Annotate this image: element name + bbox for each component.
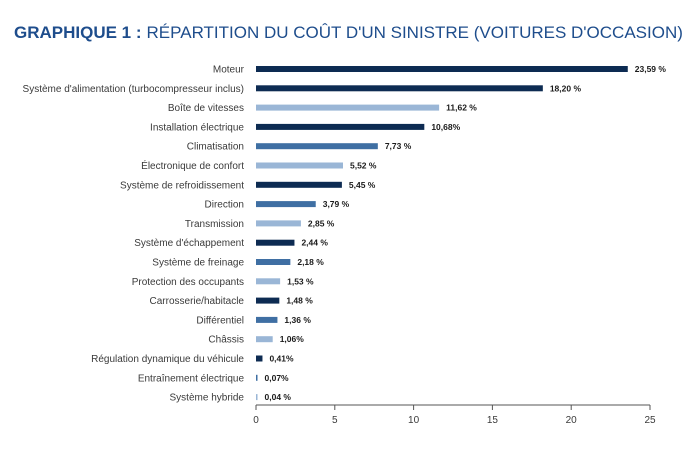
chart-title-text: RÉPARTITION DU COÛT D'UN SINISTRE (VOITU… bbox=[147, 23, 683, 42]
category-label-6: Système de refroidissement bbox=[120, 180, 244, 191]
category-label-17: Système hybride bbox=[170, 393, 245, 404]
value-label-0: 23,59 % bbox=[635, 64, 667, 74]
x-tick-label-4: 20 bbox=[566, 415, 578, 426]
bar-0 bbox=[256, 66, 628, 72]
value-labels: 23,59 % 18,20 % 11,62 % 10,68% 7,73 % 5,52 % 5… bbox=[265, 64, 667, 402]
value-label-4: 7,73 % bbox=[385, 141, 412, 151]
bar-3 bbox=[256, 123, 425, 130]
value-label-15: 0,41% bbox=[269, 354, 294, 364]
category-label-1: Système d'alimentation (turbocompresseur… bbox=[23, 84, 244, 95]
category-label-7: Direction bbox=[205, 200, 244, 211]
category-label-16: Entraînement électrique bbox=[138, 373, 245, 384]
bar-9 bbox=[256, 239, 295, 246]
bar-1 bbox=[256, 85, 543, 92]
category-label-10: Système de freinage bbox=[152, 258, 244, 269]
category-label-11: Protection des occupants bbox=[132, 277, 244, 288]
value-label-1: 18,20 % bbox=[550, 83, 582, 93]
value-label-17: 0,04 % bbox=[265, 392, 292, 402]
bar-14 bbox=[256, 336, 273, 343]
value-label-2: 11,62 % bbox=[446, 103, 477, 113]
bar-17 bbox=[256, 394, 258, 401]
category-label-12: Carrosserie/habitacle bbox=[150, 296, 245, 307]
value-label-6: 5,45 % bbox=[349, 180, 376, 190]
category-label-0: Moteur bbox=[213, 65, 245, 76]
category-label-13: Différentiel bbox=[196, 315, 244, 326]
value-label-10: 2,18 % bbox=[297, 257, 324, 267]
value-label-9: 2,44 % bbox=[301, 238, 328, 248]
x-tick-label-1: 5 bbox=[332, 415, 338, 426]
category-label-5: Électronique de confort bbox=[141, 159, 244, 172]
x-tick-label-3: 15 bbox=[487, 415, 499, 426]
category-label-8: Transmission bbox=[185, 219, 244, 230]
value-label-13: 1,36 % bbox=[284, 315, 311, 325]
bar-12 bbox=[256, 297, 280, 304]
bar-8 bbox=[256, 220, 301, 227]
bar-7 bbox=[256, 201, 316, 208]
value-label-16: 0,07% bbox=[265, 373, 290, 383]
bar-2 bbox=[256, 104, 440, 111]
bar-11 bbox=[256, 278, 281, 285]
x-tick-label-0: 0 bbox=[253, 415, 259, 426]
category-labels: Moteur Système d'alimentation (turbocompr… bbox=[23, 65, 245, 404]
value-label-11: 1,53 % bbox=[287, 276, 314, 286]
bar-13 bbox=[256, 316, 278, 323]
value-label-7: 3,79 % bbox=[323, 199, 350, 209]
chart-title-prefix: GRAPHIQUE 1 : bbox=[14, 23, 142, 42]
value-label-5: 5,52 % bbox=[350, 161, 377, 171]
bar-16 bbox=[256, 374, 258, 381]
bar-15 bbox=[256, 355, 263, 362]
bar-10 bbox=[256, 259, 291, 265]
x-axis: 0 5 10 15 20 25 bbox=[253, 404, 656, 426]
bar-5 bbox=[256, 162, 343, 169]
bar-4 bbox=[256, 143, 378, 150]
chart-title: GRAPHIQUE 1 : RÉPARTITION DU COÛT D'UN SI… bbox=[14, 23, 683, 42]
category-label-3: Installation électrique bbox=[150, 122, 244, 133]
category-label-9: Système d'échappement bbox=[134, 238, 244, 249]
category-label-15: Régulation dynamique du véhicule bbox=[91, 354, 244, 365]
category-label-14: Châssis bbox=[208, 335, 244, 346]
bars bbox=[256, 66, 628, 401]
value-label-3: 10,68% bbox=[431, 122, 460, 132]
value-label-12: 1,48 % bbox=[286, 296, 313, 306]
category-label-4: Climatisation bbox=[187, 142, 244, 153]
value-label-14: 1,06% bbox=[280, 334, 305, 344]
x-tick-label-5: 25 bbox=[644, 415, 656, 426]
x-tick-label-2: 10 bbox=[408, 415, 420, 426]
bar-6 bbox=[256, 181, 342, 188]
value-label-8: 2,85 % bbox=[308, 218, 335, 228]
category-label-2: Boîte de vitesses bbox=[168, 103, 244, 114]
